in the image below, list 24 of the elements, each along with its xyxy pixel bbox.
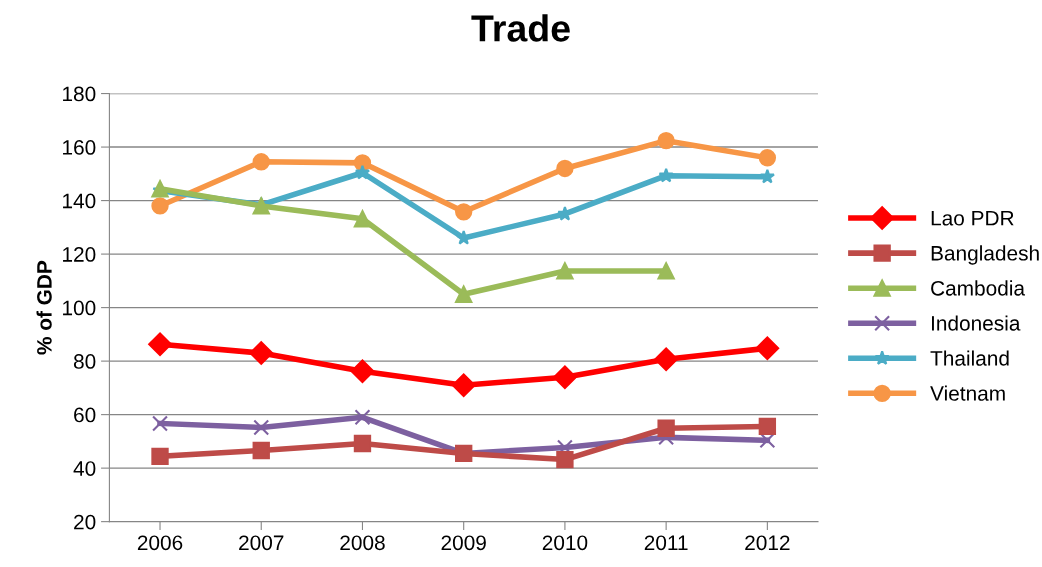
x-tick-label: 2011 xyxy=(644,535,688,551)
legend-label: Indonesia xyxy=(931,315,1021,331)
x-tick-label: 2009 xyxy=(441,535,486,551)
x-tick-label: 2006 xyxy=(137,535,183,551)
legend-label: Lao PDR xyxy=(931,211,1014,226)
x-tick-label: 2008 xyxy=(340,535,385,551)
chart-title: Trade xyxy=(471,14,570,42)
y-tick-label: 20 xyxy=(74,514,96,530)
legend-label: Thailand xyxy=(930,350,1009,366)
legend-label: Cambodia xyxy=(931,280,1026,296)
y-tick-label: 80 xyxy=(73,354,96,369)
y-tick-label: 140 xyxy=(63,193,96,209)
x-tick-label: 2007 xyxy=(239,535,284,551)
legend-label: Vietnam xyxy=(930,385,1005,401)
y-tick-label: 180 xyxy=(63,86,96,102)
y-axis-title: % of GDP xyxy=(36,260,52,355)
y-tick-label: 120 xyxy=(63,247,96,262)
x-tick-label: 2012 xyxy=(745,535,790,551)
x-tick-label: 2010 xyxy=(542,535,588,551)
y-tick-label: 100 xyxy=(63,300,96,316)
legend-label: Bangladesh xyxy=(931,245,1039,265)
y-tick-label: 40 xyxy=(73,461,96,476)
y-tick-label: 160 xyxy=(63,140,96,155)
y-tick-label: 60 xyxy=(74,407,96,423)
